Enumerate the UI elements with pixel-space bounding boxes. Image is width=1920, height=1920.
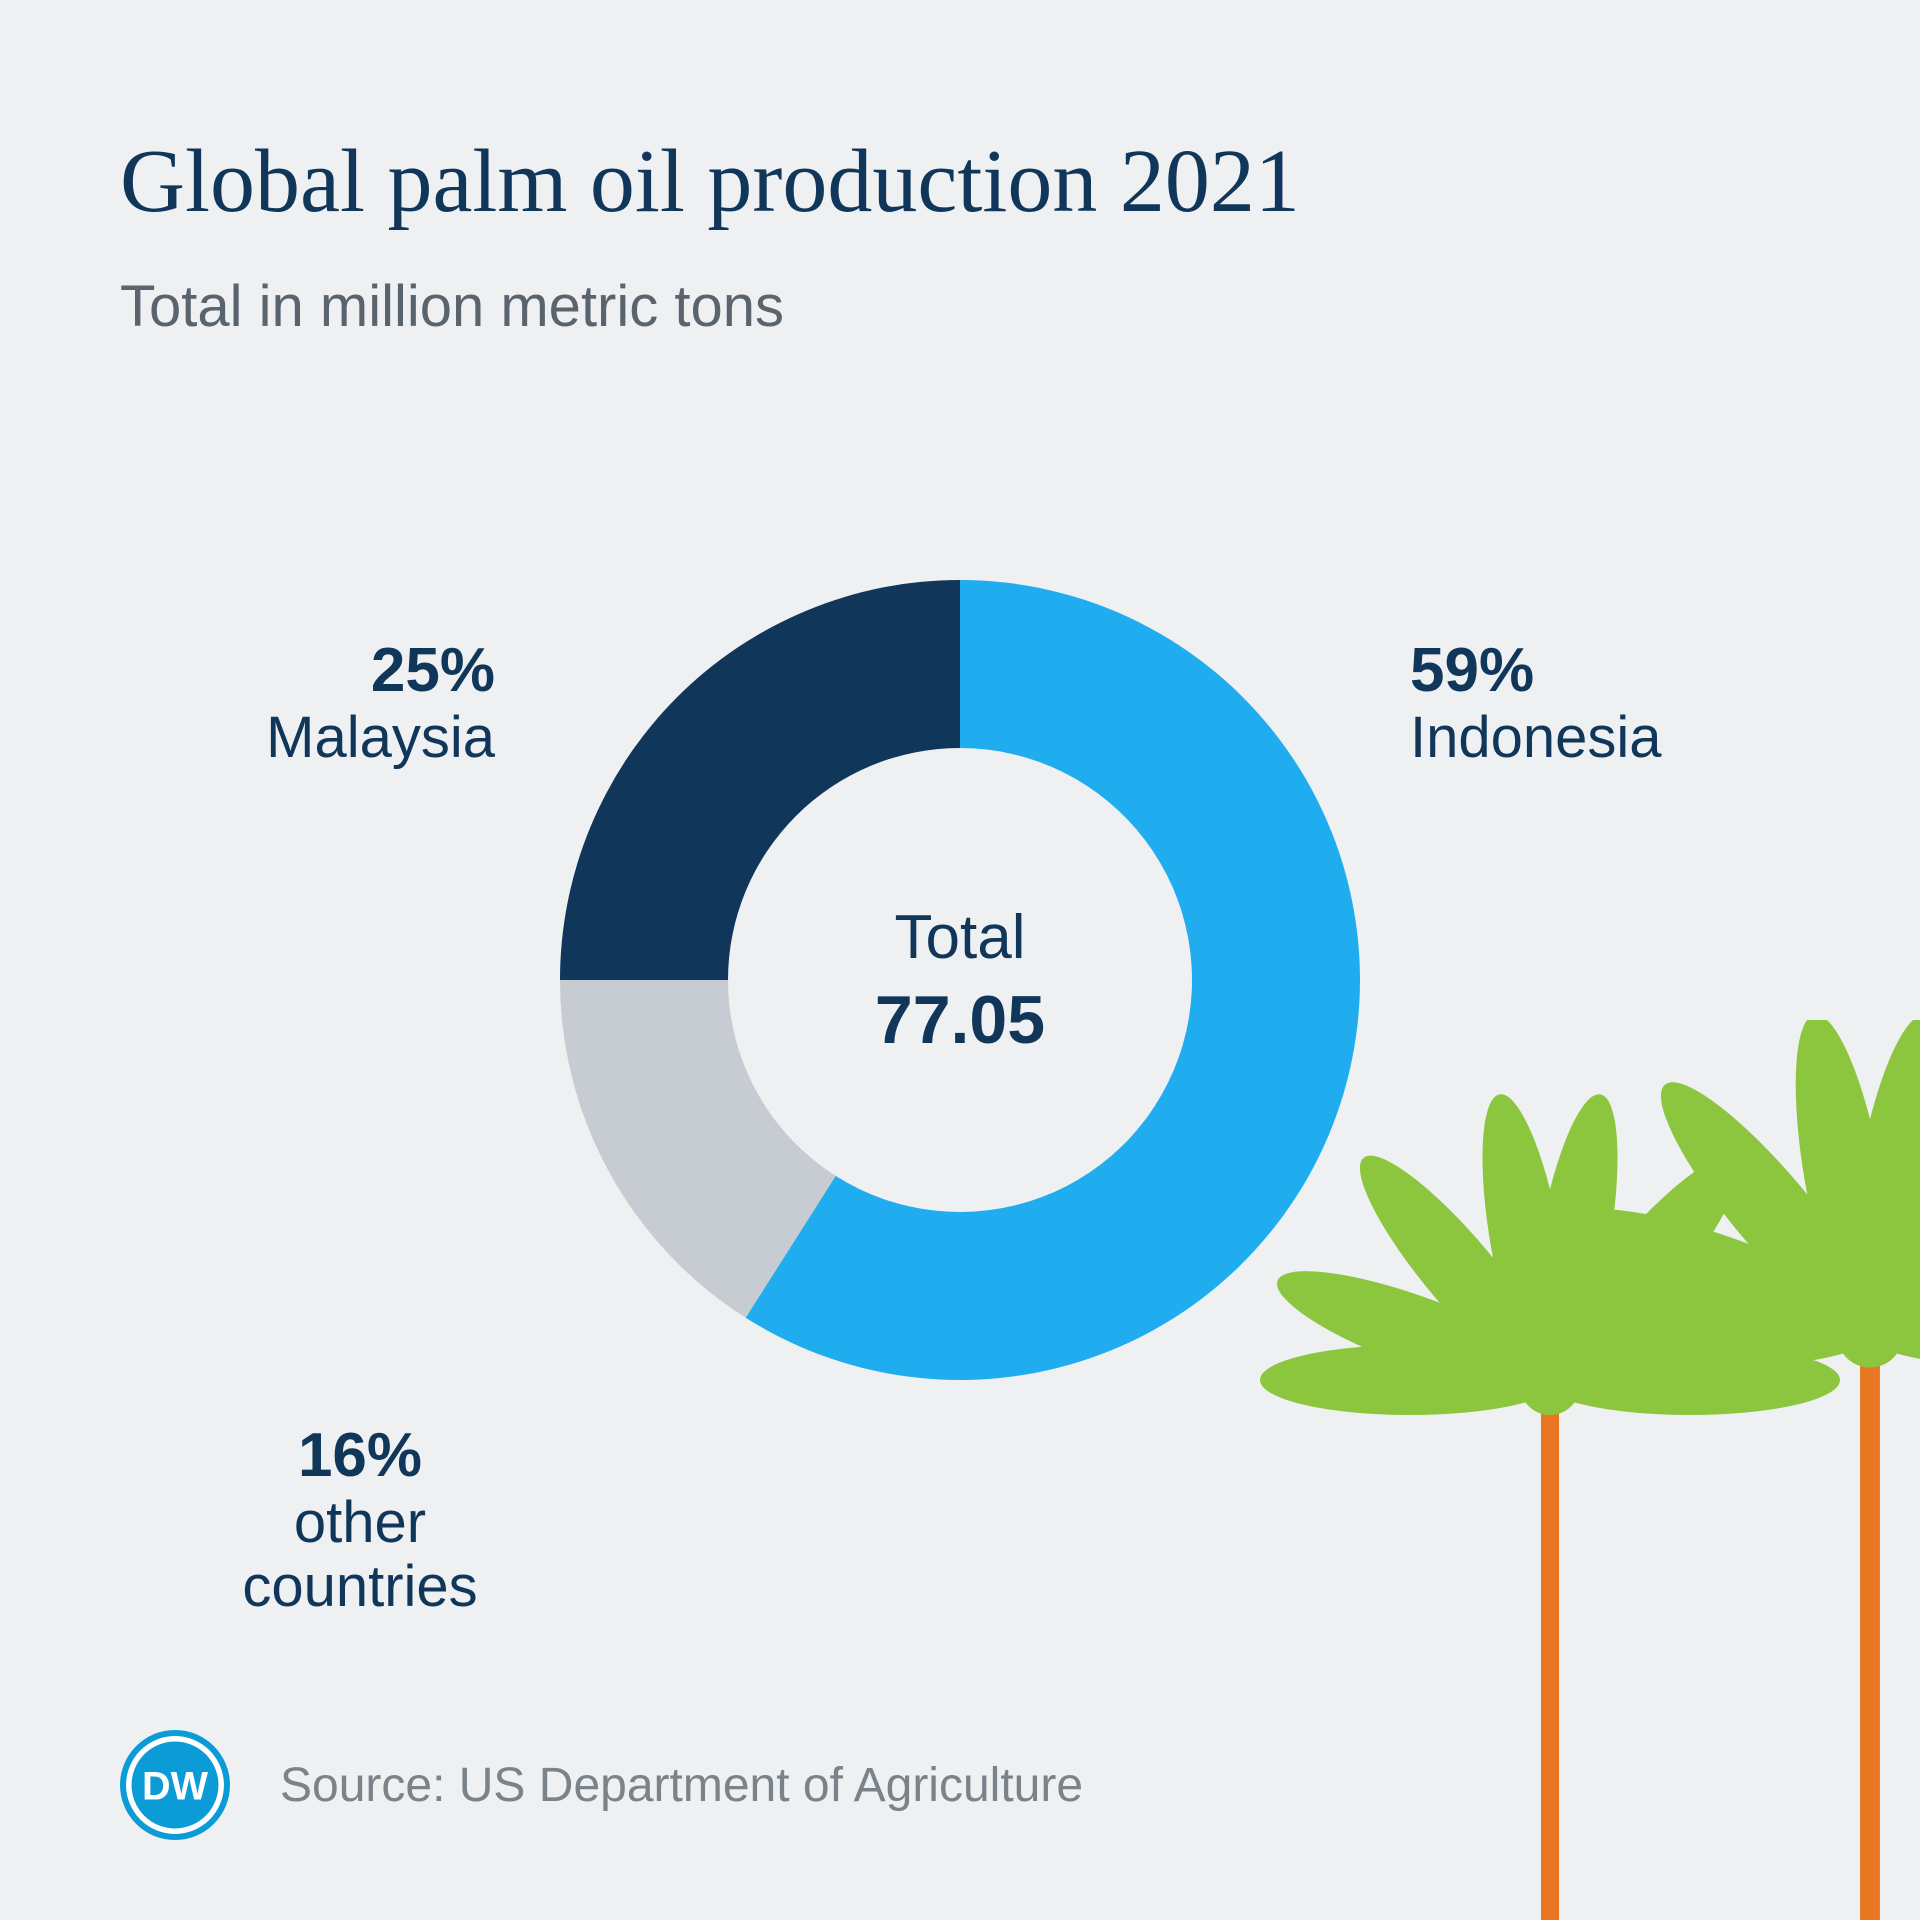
chart-area: Total 77.05 59% Indonesia 25% Malaysia 1… <box>0 520 1920 1620</box>
infographic-container: Global palm oil production 2021 Total in… <box>0 0 1920 1920</box>
slice-label-malaysia: 25% Malaysia <box>155 635 495 770</box>
donut-center: Total 77.05 <box>560 580 1360 1380</box>
chart-title: Global palm oil production 2021 <box>120 130 1800 233</box>
source-text: Source: US Department of Agriculture <box>280 1758 1083 1813</box>
slice-name: Malaysia <box>155 706 495 770</box>
center-value: 77.05 <box>875 981 1045 1059</box>
chart-subtitle: Total in million metric tons <box>120 273 1800 340</box>
logo-text: DW <box>142 1764 209 1808</box>
slice-name: othercountries <box>180 1491 540 1619</box>
center-label: Total <box>895 902 1026 973</box>
slice-pct: 25% <box>155 635 495 706</box>
slice-pct: 59% <box>1410 635 1662 706</box>
slice-pct: 16% <box>180 1420 540 1491</box>
footer: DW Source: US Department of Agriculture <box>120 1730 1083 1840</box>
slice-name: Indonesia <box>1410 706 1662 770</box>
dw-logo-icon: DW <box>120 1730 230 1840</box>
slice-label-indonesia: 59% Indonesia <box>1410 635 1662 770</box>
slice-label-other: 16% othercountries <box>180 1420 540 1619</box>
